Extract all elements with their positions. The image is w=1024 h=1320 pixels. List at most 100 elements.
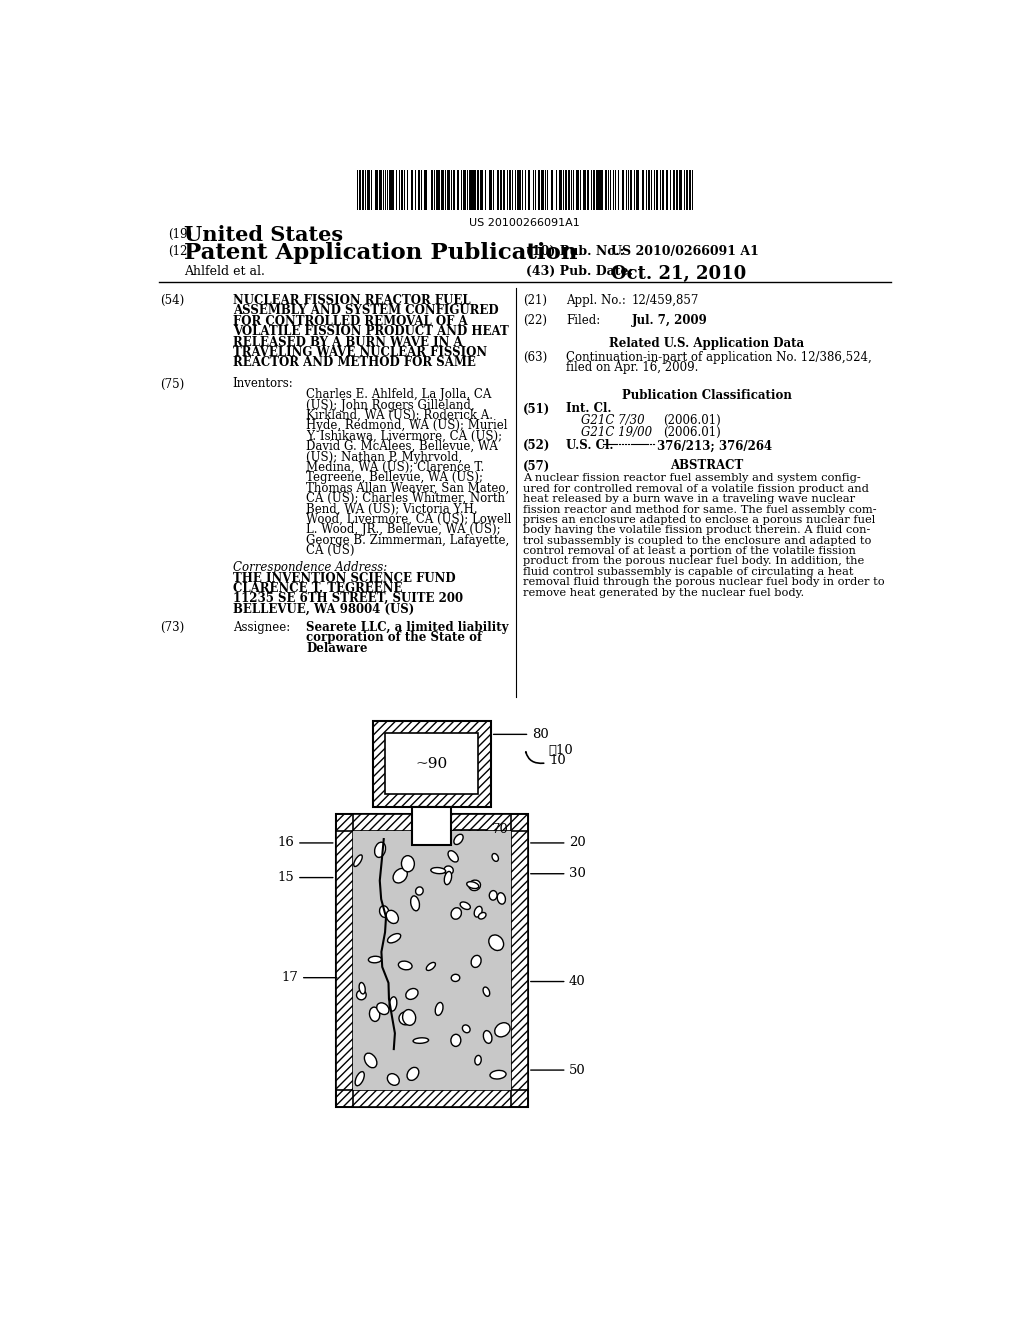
Bar — [474, 170, 476, 210]
Ellipse shape — [475, 1056, 481, 1065]
Text: 40: 40 — [569, 975, 586, 989]
Bar — [648, 170, 650, 210]
Text: G21C 19/00: G21C 19/00 — [582, 425, 652, 438]
Ellipse shape — [471, 956, 481, 968]
Ellipse shape — [355, 1072, 365, 1086]
Text: Continuation-in-part of application No. 12/386,524,: Continuation-in-part of application No. … — [566, 351, 871, 364]
Bar — [617, 170, 620, 210]
Bar — [580, 170, 582, 210]
Ellipse shape — [492, 854, 499, 862]
Bar — [622, 170, 624, 210]
Text: fluid control subassembly is capable of circulating a heat: fluid control subassembly is capable of … — [523, 566, 854, 577]
Text: Searete LLC, a limited liability: Searete LLC, a limited liability — [306, 620, 509, 634]
Text: 50: 50 — [569, 1064, 586, 1077]
Ellipse shape — [444, 871, 452, 884]
Ellipse shape — [489, 891, 497, 900]
Ellipse shape — [369, 956, 382, 962]
Text: (51): (51) — [523, 403, 551, 416]
Ellipse shape — [370, 1007, 380, 1022]
Bar — [336, 814, 528, 1107]
Bar — [413, 807, 452, 845]
Bar — [568, 170, 569, 210]
Text: 30: 30 — [569, 867, 586, 880]
Bar — [511, 814, 528, 1107]
Text: United States: United States — [183, 226, 343, 246]
Ellipse shape — [478, 912, 486, 919]
Text: Inventors:: Inventors: — [232, 378, 293, 391]
Text: Patent Application Publication: Patent Application Publication — [183, 243, 578, 264]
Bar — [336, 814, 352, 1107]
Bar — [515, 170, 516, 210]
Text: 376/213; 376/264: 376/213; 376/264 — [656, 440, 772, 453]
Ellipse shape — [393, 869, 408, 883]
Text: remove heat generated by the nuclear fuel body.: remove heat generated by the nuclear fue… — [523, 587, 805, 598]
Bar — [636, 170, 639, 210]
Text: (54): (54) — [161, 294, 184, 308]
Bar — [593, 170, 595, 210]
Text: (52): (52) — [523, 440, 551, 453]
Ellipse shape — [460, 902, 470, 909]
Bar — [400, 170, 403, 210]
Ellipse shape — [469, 880, 480, 891]
Bar — [509, 170, 511, 210]
Text: (2006.01): (2006.01) — [663, 425, 721, 438]
Text: NUCLEAR FISSION REACTOR FUEL: NUCLEAR FISSION REACTOR FUEL — [232, 294, 470, 308]
Ellipse shape — [451, 908, 462, 919]
Ellipse shape — [377, 1003, 389, 1015]
Text: Jul. 7, 2009: Jul. 7, 2009 — [632, 314, 708, 327]
Bar — [336, 1090, 528, 1107]
Text: RELEASED BY A BURN WAVE IN A: RELEASED BY A BURN WAVE IN A — [232, 335, 462, 348]
Ellipse shape — [490, 1071, 506, 1078]
Bar — [679, 170, 682, 210]
Text: 16: 16 — [278, 837, 295, 850]
Ellipse shape — [474, 907, 482, 917]
Bar — [471, 170, 474, 210]
Text: VOLATILE FISSION PRODUCT AND HEAT: VOLATILE FISSION PRODUCT AND HEAT — [232, 325, 508, 338]
Bar — [362, 170, 365, 210]
Ellipse shape — [375, 842, 386, 858]
Text: body having the volatile fission product therein. A fluid con-: body having the volatile fission product… — [523, 525, 870, 536]
Bar — [630, 170, 632, 210]
Ellipse shape — [463, 1024, 470, 1032]
Text: REACTOR AND METHOD FOR SAME: REACTOR AND METHOD FOR SAME — [232, 356, 475, 370]
Bar — [575, 170, 578, 210]
Bar — [453, 170, 455, 210]
Bar — [389, 170, 391, 210]
Text: trol subassembly is coupled to the enclosure and adapted to: trol subassembly is coupled to the enclo… — [523, 536, 871, 545]
Bar — [604, 170, 607, 210]
Text: Hyde, Redmond, WA (US); Muriel: Hyde, Redmond, WA (US); Muriel — [306, 420, 508, 433]
Text: ABSTRACT: ABSTRACT — [671, 459, 743, 473]
Bar — [585, 170, 586, 210]
Bar — [686, 170, 687, 210]
Text: Appl. No.:: Appl. No.: — [566, 294, 626, 308]
Ellipse shape — [495, 1023, 510, 1038]
Text: (US); Nathan P. Myhrvold,: (US); Nathan P. Myhrvold, — [306, 450, 463, 463]
Bar — [559, 170, 562, 210]
FancyArrowPatch shape — [525, 752, 544, 763]
Text: Int. Cl.: Int. Cl. — [566, 403, 611, 416]
Bar — [511, 814, 528, 1107]
Ellipse shape — [402, 1010, 416, 1026]
Text: Publication Classification: Publication Classification — [622, 388, 792, 401]
Bar — [336, 814, 528, 832]
Text: David G. McAlees, Bellevue, WA: David G. McAlees, Bellevue, WA — [306, 441, 498, 453]
Bar — [424, 170, 427, 210]
Text: product from the porous nuclear fuel body. In addition, the: product from the porous nuclear fuel bod… — [523, 557, 864, 566]
Bar — [359, 170, 361, 210]
Text: CA (US); Charles Whitmer, North: CA (US); Charles Whitmer, North — [306, 492, 505, 506]
Bar — [556, 170, 557, 210]
Ellipse shape — [452, 974, 460, 982]
Bar — [385, 733, 478, 795]
Ellipse shape — [454, 834, 463, 845]
Ellipse shape — [387, 933, 400, 942]
Text: US 20100266091A1: US 20100266091A1 — [469, 218, 581, 227]
Text: BELLEVUE, WA 98004 (US): BELLEVUE, WA 98004 (US) — [232, 603, 414, 615]
Text: Filed:: Filed: — [566, 314, 600, 327]
Text: Assignee:: Assignee: — [232, 620, 290, 634]
Bar — [596, 170, 598, 210]
Text: (10) Pub. No.:: (10) Pub. No.: — [525, 244, 624, 257]
Ellipse shape — [444, 866, 454, 875]
Bar — [484, 170, 486, 210]
Text: CLARENCE T. TEGREENE: CLARENCE T. TEGREENE — [232, 582, 402, 595]
Bar — [464, 170, 466, 210]
